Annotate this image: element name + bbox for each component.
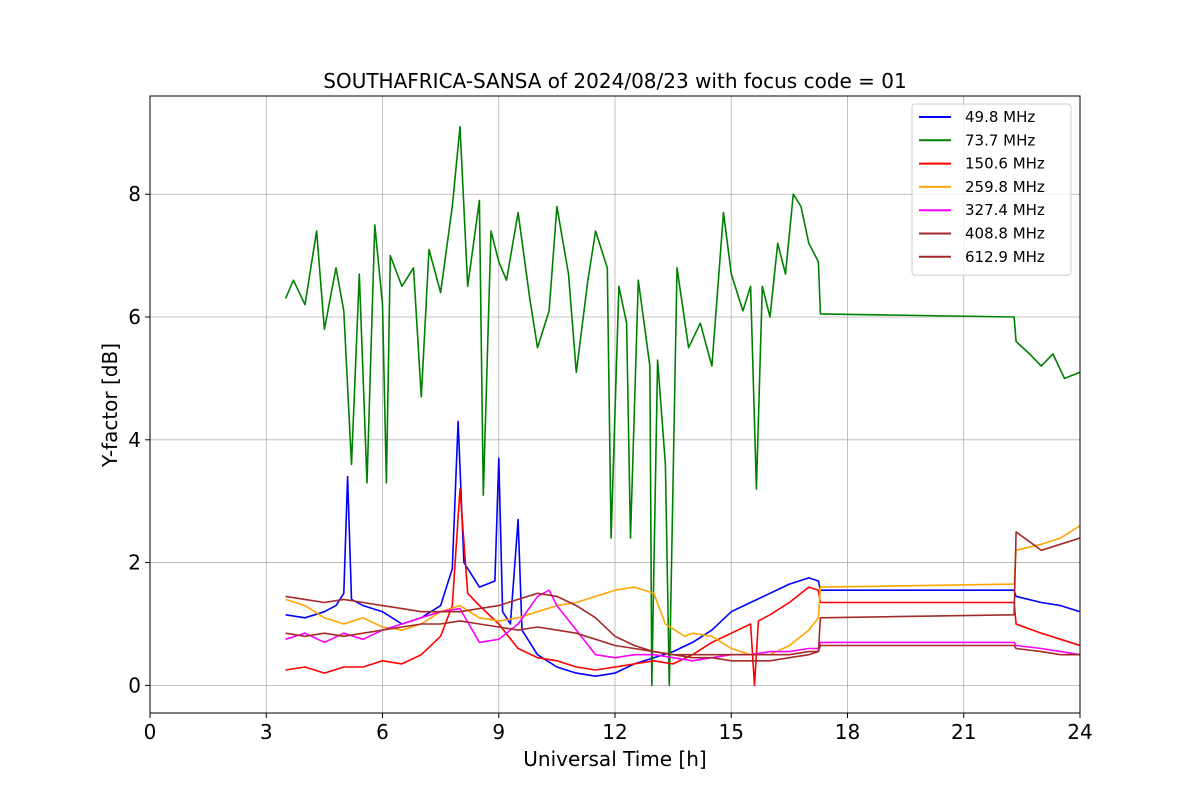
series-layer [284,125,1080,687]
x-tick-label: 18 [835,720,860,744]
legend-box [911,103,1072,276]
legend-label: 73.7 MHz [965,131,1035,149]
series-line-1 [284,125,1080,687]
series-line-0 [285,420,1080,677]
legend: 49.8 MHz 73.7 MHz 150.6 MHz 259.8 MHz 327.4… [911,103,1072,276]
x-tick-label: 0 [144,720,157,744]
series-line-2 [285,488,1080,687]
legend-label: 408.8 MHz [965,225,1045,243]
y-tick-label: 0 [128,673,141,697]
legend-label: 259.8 MHz [965,178,1045,196]
x-tick-label: 24 [1067,720,1092,744]
chart-title: SOUTHAFRICA-SANSA of 2024/08/23 with foc… [323,69,907,93]
y-tick-label: 2 [128,551,141,575]
x-tick-label: 6 [376,720,389,744]
legend-label: 612.9 MHz [965,248,1045,266]
legend-label: 49.8 MHz [965,108,1035,126]
series-line-3 [285,525,1080,656]
x-tick-label: 15 [719,720,744,744]
series-line-6 [285,620,1080,656]
legend-label: 150.6 MHz [965,155,1045,173]
y-tick-label: 8 [128,182,141,206]
y-tick-label: 6 [128,305,141,329]
x-tick-label: 9 [492,720,505,744]
series-line-5 [285,531,1080,662]
x-tick-label: 12 [602,720,627,744]
legend-label: 327.4 MHz [965,201,1045,219]
y-tick-label: 4 [128,428,141,452]
x-tick-label: 21 [951,720,976,744]
x-tick-label: 3 [260,720,273,744]
x-axis-label: Universal Time [h] [523,747,706,771]
y-axis-label: Y-factor [dB] [98,343,122,468]
